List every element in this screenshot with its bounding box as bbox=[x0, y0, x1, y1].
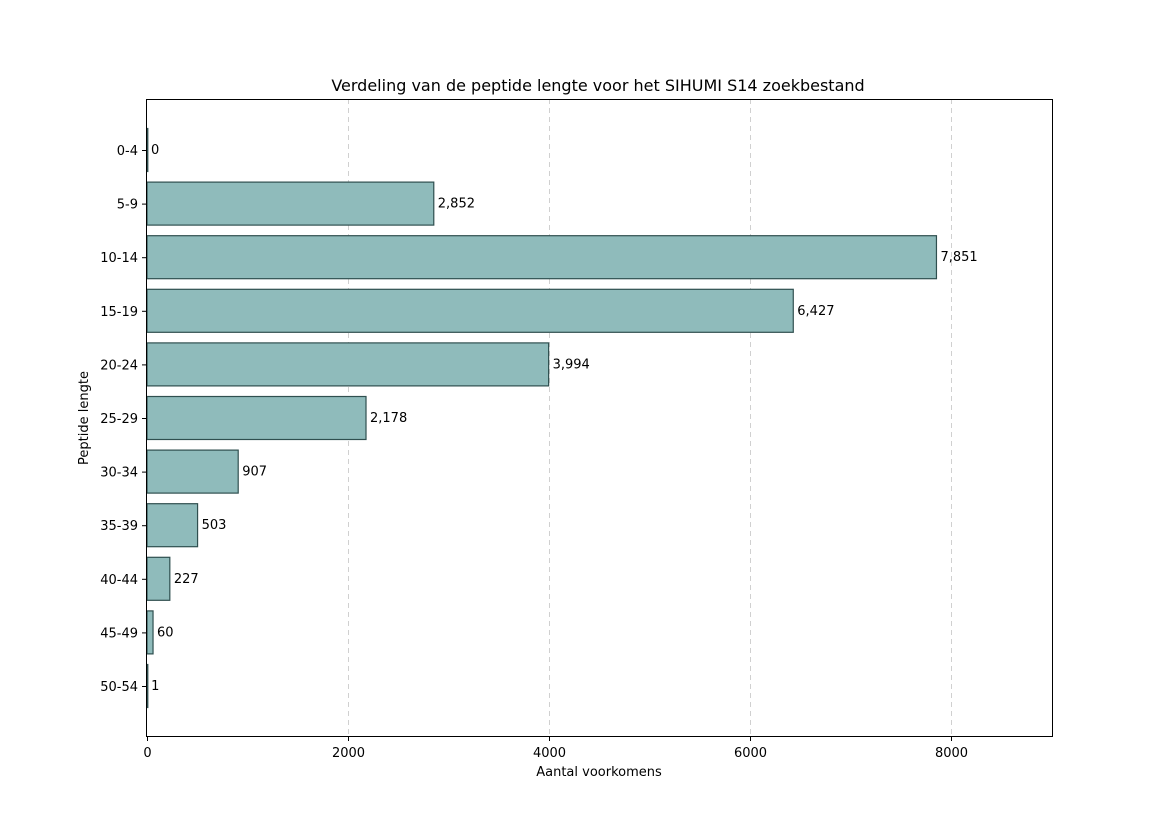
bar bbox=[146, 235, 938, 280]
y-tick-label: 40-44 bbox=[100, 573, 138, 588]
y-axis: 0-4 5-9 10-14 15-19 20-24 25-29 30-34 35-39 40-4… bbox=[100, 144, 147, 695]
y-tick-label: 10-14 bbox=[100, 251, 138, 266]
data-label: 2,178 bbox=[370, 411, 407, 426]
data-label: 907 bbox=[242, 465, 267, 480]
y-tick-label: 30-34 bbox=[100, 466, 138, 481]
x-axis: 0 2000 4000 6000 8000 bbox=[143, 736, 968, 761]
data-label: 2,852 bbox=[438, 197, 475, 212]
bar bbox=[146, 395, 367, 441]
x-axis-title: Aantal voorkomens bbox=[536, 765, 662, 780]
y-tick-label: 5-9 bbox=[117, 198, 138, 213]
x-tick-label: 6000 bbox=[734, 746, 767, 761]
y-tick-label: 20-24 bbox=[100, 358, 138, 373]
chart-title: Verdeling van de peptide lengte voor het… bbox=[331, 76, 864, 95]
y-axis-title: Peptide lengte bbox=[77, 371, 92, 465]
bar bbox=[146, 288, 794, 333]
y-tick-label: 25-29 bbox=[100, 412, 138, 427]
data-label: 0 bbox=[151, 143, 159, 158]
data-labels: 0 2,852 7,851 6,427 3,994 2,178 907 503 227 60 1 bbox=[151, 143, 978, 694]
data-label: 1 bbox=[151, 679, 159, 694]
bar bbox=[146, 556, 171, 601]
data-label: 60 bbox=[157, 625, 174, 640]
bar bbox=[146, 449, 239, 494]
bar bbox=[146, 503, 199, 548]
bars bbox=[146, 127, 938, 709]
bar bbox=[146, 181, 435, 226]
x-tick-label: 0 bbox=[143, 746, 151, 761]
y-tick-label: 15-19 bbox=[100, 305, 138, 320]
bar bbox=[146, 610, 154, 655]
y-tick-label: 0-4 bbox=[117, 144, 138, 159]
data-label: 7,851 bbox=[940, 250, 977, 265]
data-label: 6,427 bbox=[797, 304, 834, 319]
x-tick-label: 8000 bbox=[935, 746, 968, 761]
y-tick-label: 35-39 bbox=[100, 519, 138, 534]
data-label: 503 bbox=[202, 518, 227, 533]
x-tick-label: 4000 bbox=[533, 746, 566, 761]
bar bbox=[146, 127, 149, 173]
grid-lines bbox=[348, 99, 952, 736]
y-tick-label: 50-54 bbox=[100, 680, 138, 695]
data-label: 3,994 bbox=[553, 357, 590, 372]
bar bbox=[146, 342, 550, 387]
x-tick-label: 2000 bbox=[332, 746, 365, 761]
data-label: 227 bbox=[174, 572, 199, 587]
bar bbox=[146, 663, 149, 709]
y-tick-label: 45-49 bbox=[100, 626, 138, 641]
